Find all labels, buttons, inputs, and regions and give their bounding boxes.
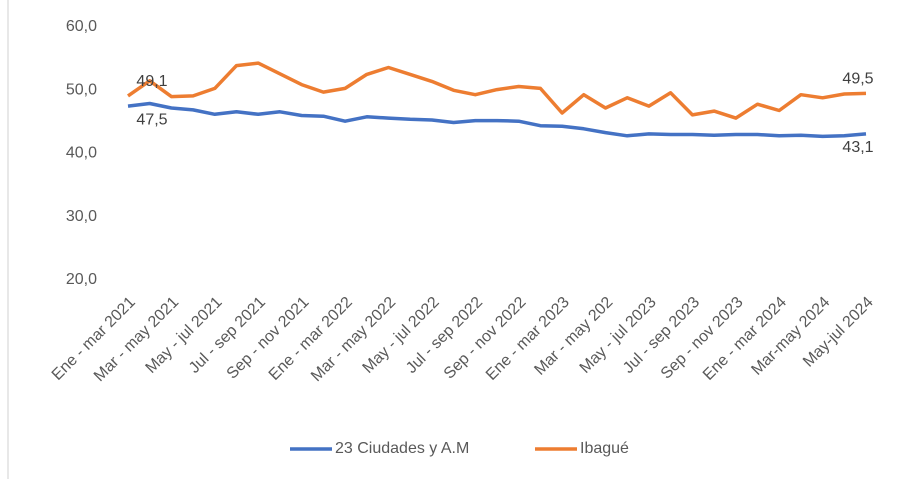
data-label: 43,1 bbox=[842, 139, 873, 156]
y-tick-label: 50,0 bbox=[66, 81, 97, 98]
x-tick-label: Jul - sep 2023 bbox=[620, 294, 703, 377]
series-line bbox=[127, 61, 867, 120]
y-tick-label: 60,0 bbox=[66, 18, 97, 35]
y-tick-label: 20,0 bbox=[66, 271, 97, 288]
data-label: 49,1 bbox=[136, 73, 167, 90]
y-tick-label: 40,0 bbox=[66, 145, 97, 162]
legend-label: Ibagué bbox=[580, 440, 629, 457]
x-tick-label: Mar - may 202 bbox=[531, 294, 616, 379]
x-tick-label: May - jul 2022 bbox=[360, 294, 443, 377]
legend-label: 23 Ciudades y A.M bbox=[335, 440, 469, 457]
y-tick-label: 30,0 bbox=[66, 208, 97, 225]
x-tick-label: Mar-may 2024 bbox=[748, 294, 833, 379]
x-tick-label: May - jul 2021 bbox=[143, 294, 226, 377]
x-tick-label: May - jul 2023 bbox=[577, 294, 660, 377]
data-label: 49,5 bbox=[842, 71, 873, 88]
x-tick-label: Jul - sep 2022 bbox=[403, 294, 486, 377]
series-line bbox=[127, 101, 867, 139]
x-tick-label: Jul - sep 2021 bbox=[186, 294, 269, 377]
data-label: 47,5 bbox=[136, 111, 167, 128]
